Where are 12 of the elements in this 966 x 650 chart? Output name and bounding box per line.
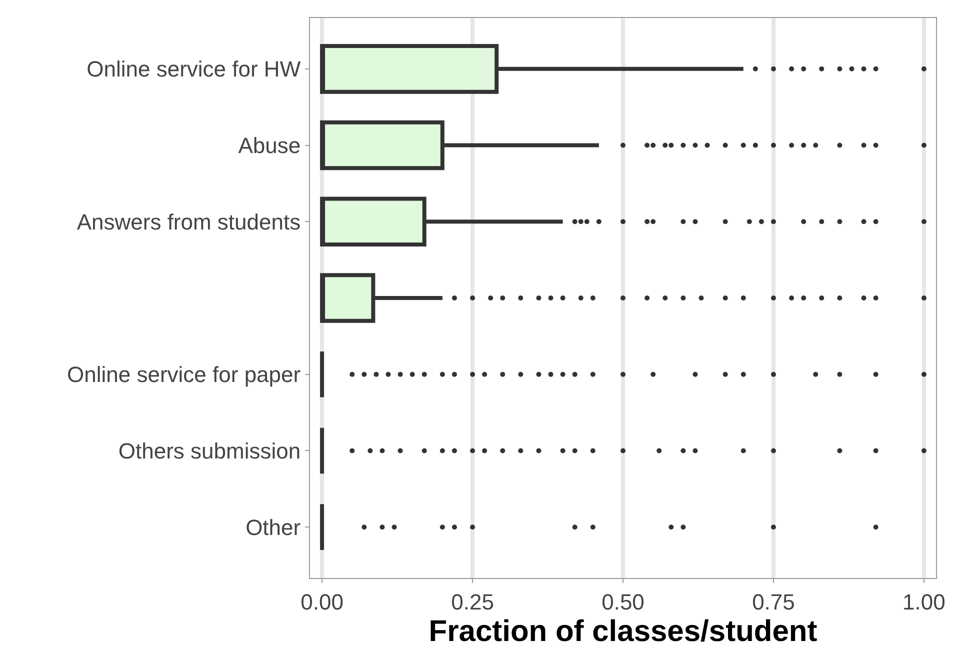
y-tick-label: Online service for paper — [67, 362, 301, 388]
y-tick-label: Answers from students — [76, 209, 301, 234]
x-tick-label: 0.75 — [752, 589, 795, 614]
x-axis-title: Fraction of classes/student — [428, 614, 818, 648]
x-tick-label: 0.50 — [602, 589, 644, 614]
y-tick-label: Abuse — [238, 132, 301, 158]
x-tick-label: 1.00 — [902, 589, 946, 614]
x-tick-label: 0.00 — [300, 589, 344, 614]
y-tick-label: Other — [246, 514, 301, 540]
y-tick-label: Others submission — [118, 438, 301, 464]
y-tick-label: Online service for HW — [86, 56, 301, 82]
x-tick-label: 0.25 — [451, 589, 494, 614]
